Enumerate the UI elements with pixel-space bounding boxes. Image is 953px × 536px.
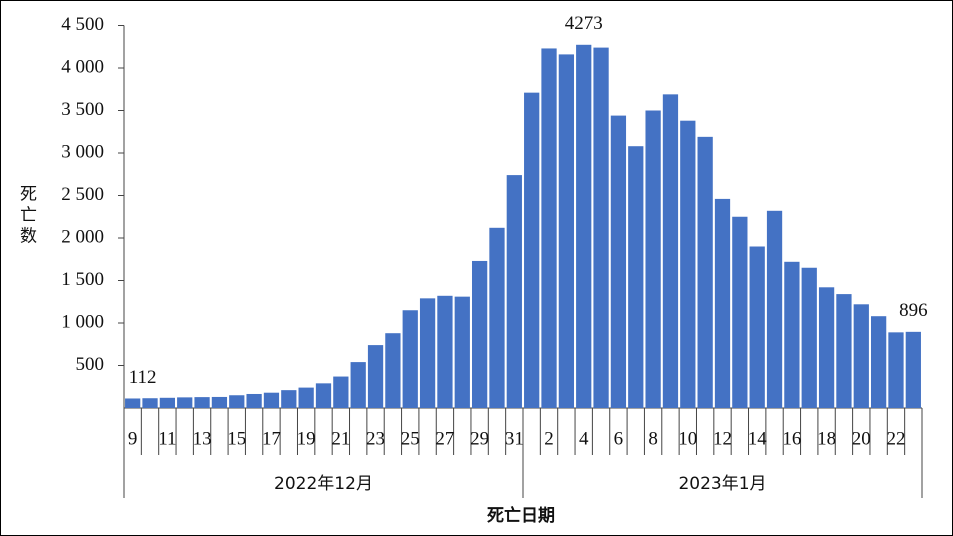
bar: [385, 333, 401, 408]
x-tick-label: 10: [678, 428, 697, 449]
bar: [125, 398, 141, 408]
bar: [437, 295, 453, 408]
data-label: 4273: [565, 13, 603, 34]
x-tick-label: 2: [544, 428, 554, 449]
bar: [281, 390, 297, 408]
bar: [576, 44, 592, 409]
bar: [870, 316, 887, 408]
bar: [506, 175, 522, 408]
bar: [142, 398, 158, 408]
y-tick-label: 3 000: [61, 141, 104, 162]
x-tick-label: 15: [227, 428, 246, 449]
bar: [489, 227, 505, 408]
y-tick-label: 1 000: [61, 311, 104, 332]
bar: [645, 110, 661, 408]
x-tick-label: 17: [262, 428, 281, 449]
bar: [211, 396, 228, 408]
bar: [229, 395, 245, 408]
x-tick-label: 21: [331, 428, 350, 449]
bar: [680, 120, 696, 408]
data-label: 112: [129, 367, 157, 388]
bar: [524, 92, 540, 409]
bar: [905, 331, 921, 408]
bar: [263, 392, 280, 408]
x-tick-label: 8: [648, 428, 658, 449]
x-tick-label: 6: [614, 428, 624, 449]
bar: [628, 146, 644, 408]
bar: [333, 376, 349, 408]
x-tick-label: 4: [579, 428, 589, 449]
x-tick-label: 23: [366, 428, 385, 449]
bar: [194, 397, 210, 408]
bar: [766, 210, 783, 408]
x-tick-label: 12: [713, 428, 732, 449]
x-axis-label: 死亡日期: [487, 505, 555, 526]
bar: [298, 387, 314, 408]
bar: [558, 54, 575, 409]
x-tick-label: 22: [886, 428, 905, 449]
bar: [714, 198, 731, 408]
bar: [367, 345, 384, 408]
bar: [402, 310, 418, 408]
bar: [888, 332, 904, 408]
bar: [784, 261, 800, 408]
x-tick-label: 27: [435, 428, 454, 449]
bar: [732, 216, 748, 408]
y-tick-label: 2 500: [61, 184, 104, 205]
y-tick-label: 500: [76, 354, 105, 375]
bar: [593, 47, 609, 408]
x-tick-label: 16: [782, 428, 801, 449]
y-tick-label: 1 500: [61, 269, 104, 290]
x-tick-label: 14: [748, 428, 768, 449]
bar: [419, 298, 436, 408]
bar: [818, 287, 835, 408]
bar: [315, 383, 332, 408]
x-tick-label: 19: [297, 428, 316, 449]
y-axis-label: 死亡数: [16, 185, 37, 248]
group-label: 2022年12月: [274, 474, 373, 494]
bar: [662, 94, 679, 408]
bar: [159, 397, 176, 408]
group-label: 2023年1月: [678, 474, 766, 494]
x-tick-label: 29: [470, 428, 489, 449]
bar: [471, 260, 488, 408]
bar: [853, 304, 869, 408]
x-tick-label: 31: [505, 428, 524, 449]
bar: [350, 362, 366, 408]
bar: [836, 294, 852, 408]
bar: [697, 136, 713, 408]
y-tick-label: 4 000: [61, 56, 104, 77]
bar: [177, 397, 193, 408]
y-tick-label: 3 500: [61, 99, 104, 120]
y-tick-label: 4 500: [61, 14, 104, 35]
bar: [541, 48, 557, 408]
x-tick-label: 11: [158, 428, 176, 449]
y-tick-label: 2 000: [61, 226, 104, 247]
bar: [454, 296, 470, 408]
x-tick-label: 13: [193, 428, 212, 449]
x-tick-label: 18: [817, 428, 836, 449]
data-label: 896: [899, 300, 928, 321]
bar: [610, 115, 627, 408]
bar: [246, 393, 262, 408]
bar: [801, 267, 817, 408]
x-tick-label: 25: [401, 428, 420, 449]
x-tick-label: 9: [128, 428, 138, 449]
bar: [749, 246, 765, 408]
x-tick-label: 20: [852, 428, 871, 449]
